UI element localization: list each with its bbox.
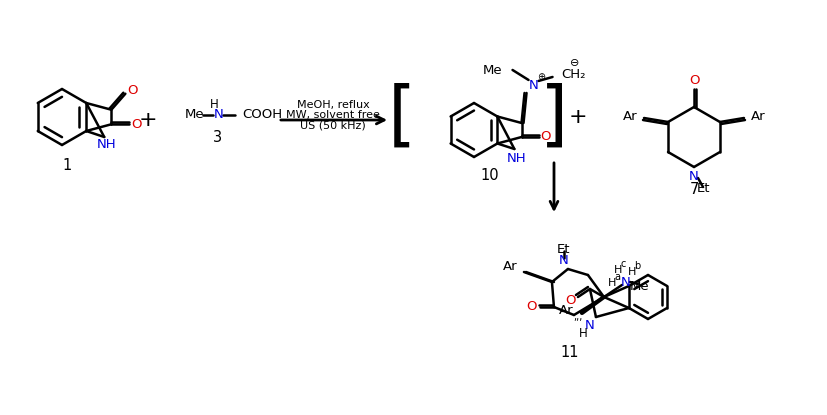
Text: Me: Me bbox=[630, 279, 650, 293]
Text: H: H bbox=[614, 265, 622, 275]
Text: [: [ bbox=[388, 83, 416, 151]
Text: 11: 11 bbox=[561, 344, 579, 359]
Text: O: O bbox=[690, 73, 700, 86]
Text: H: H bbox=[608, 278, 616, 288]
Text: +: + bbox=[139, 110, 157, 130]
Text: US (50 kHz): US (50 kHz) bbox=[300, 120, 366, 130]
Text: ⊕: ⊕ bbox=[538, 72, 546, 82]
Text: Me: Me bbox=[483, 64, 503, 78]
Text: N: N bbox=[559, 254, 569, 266]
Text: O: O bbox=[566, 293, 576, 307]
Text: MeOH, reflux: MeOH, reflux bbox=[297, 100, 370, 110]
Text: Et: Et bbox=[697, 183, 710, 195]
Text: N: N bbox=[528, 79, 538, 93]
Text: N: N bbox=[214, 108, 224, 122]
Text: O: O bbox=[540, 129, 551, 142]
Text: Ar: Ar bbox=[503, 259, 517, 273]
Text: a: a bbox=[614, 272, 620, 282]
Text: NH: NH bbox=[97, 139, 116, 151]
Text: 7: 7 bbox=[690, 181, 699, 196]
Text: +: + bbox=[569, 107, 587, 127]
Text: CH₂: CH₂ bbox=[562, 68, 586, 81]
Text: COOH: COOH bbox=[242, 108, 282, 122]
Text: MW, solvent free: MW, solvent free bbox=[286, 110, 380, 120]
Text: O: O bbox=[131, 118, 141, 131]
Text: O: O bbox=[527, 300, 538, 312]
Text: NH: NH bbox=[507, 151, 526, 164]
Text: Me: Me bbox=[185, 108, 204, 122]
Text: ⊖: ⊖ bbox=[570, 58, 579, 68]
Text: Et: Et bbox=[557, 242, 571, 256]
Text: Ar: Ar bbox=[623, 110, 638, 122]
Text: O: O bbox=[127, 84, 137, 97]
Text: c: c bbox=[620, 259, 626, 269]
Text: H: H bbox=[579, 327, 587, 339]
Text: b: b bbox=[633, 261, 640, 271]
Text: 10: 10 bbox=[480, 168, 500, 183]
Text: ,,,: ,,, bbox=[573, 312, 583, 322]
Text: ]: ] bbox=[540, 83, 568, 151]
Text: N: N bbox=[585, 318, 595, 332]
Text: H: H bbox=[209, 98, 218, 112]
Text: H: H bbox=[628, 267, 636, 277]
Text: N: N bbox=[689, 169, 699, 183]
Text: 3: 3 bbox=[213, 129, 222, 144]
Text: 1: 1 bbox=[62, 158, 72, 173]
Text: Ar: Ar bbox=[751, 110, 765, 122]
Text: Ar: Ar bbox=[558, 305, 573, 317]
Text: N: N bbox=[621, 276, 631, 288]
